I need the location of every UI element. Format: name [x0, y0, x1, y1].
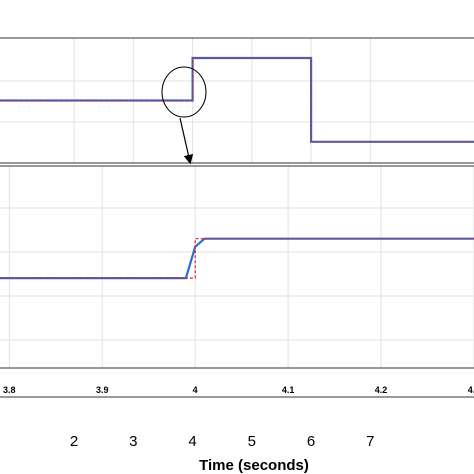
- zoom-tick-labels: 3.8 3.9 4 4.1 4.2 4.3: [3, 385, 474, 395]
- zoom-circle: [161, 66, 207, 118]
- main-tick-label-0: 2: [70, 433, 78, 450]
- zoom-axes: 3.8 3.9 4 4.1 4.2 4.3: [0, 165, 474, 398]
- zoom-tick-label-1: 3.9: [96, 385, 109, 395]
- main-tick-label-1: 3: [129, 433, 137, 450]
- zoom-lines: [0, 237, 474, 280]
- main-tick-label-3: 5: [248, 433, 256, 450]
- main-axes: [0, 37, 474, 164]
- zoom-tick-label-3: 4.1: [282, 385, 295, 395]
- main-tick-labels: 2 3 4 5 6 7: [70, 433, 375, 450]
- zoom-annotation: [161, 66, 207, 165]
- main-tick-label-5: 7: [366, 433, 374, 450]
- main-lines: [0, 56, 474, 143]
- main-tick-label-4: 6: [307, 433, 315, 450]
- zoom-plot-area: [0, 166, 474, 368]
- zoom-tick-label-0: 3.8: [3, 385, 16, 395]
- zoom-grid: [0, 166, 474, 368]
- main-series-line-1: [0, 57, 474, 143]
- zoom-series-line-1: [0, 238, 474, 279]
- zoom-tick-label-2: 4: [193, 385, 198, 395]
- zoom-tick-label-5: 4.3: [468, 385, 474, 395]
- x-axis-title: Time (seconds): [199, 457, 309, 474]
- main-tick-label-2: 4: [188, 433, 196, 450]
- zoom-tick-label-4: 4.2: [375, 385, 388, 395]
- zoom-arrow: [179, 117, 194, 165]
